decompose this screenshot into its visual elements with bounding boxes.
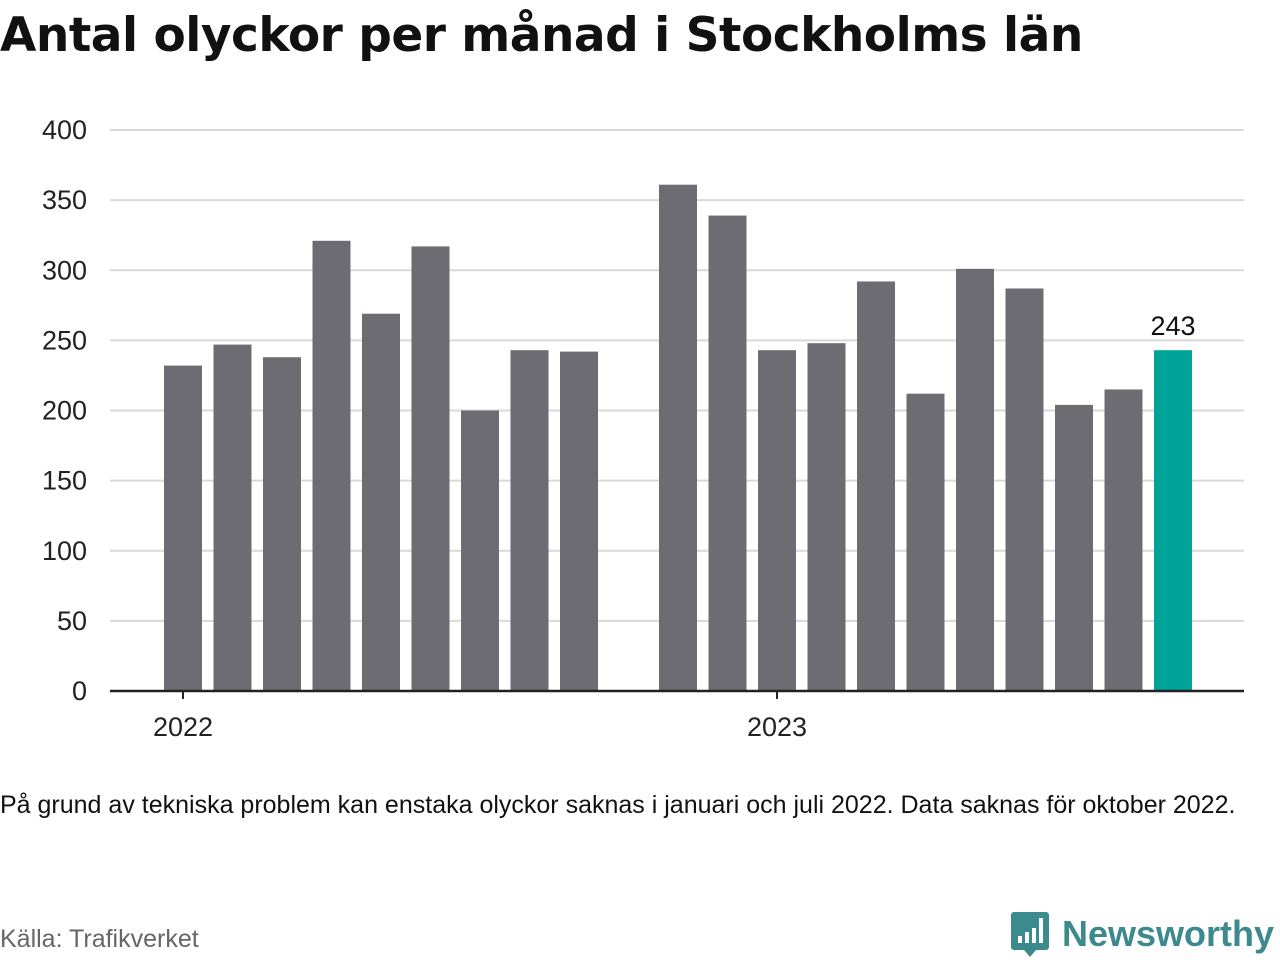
y-tick-label: 250: [42, 325, 87, 355]
x-tick-label: 2022: [153, 712, 213, 742]
y-tick-label: 150: [42, 466, 87, 496]
bar: [213, 344, 252, 691]
y-tick-label: 350: [42, 185, 87, 215]
bar: [263, 357, 301, 691]
bar: [411, 246, 450, 691]
y-tick-label: 100: [42, 536, 87, 566]
y-tick-label: 400: [42, 115, 87, 145]
y-tick-label: 50: [57, 606, 87, 636]
bar: [1104, 389, 1143, 691]
bar: [461, 410, 499, 691]
highlight-bar: [1154, 350, 1192, 691]
bar-chart: 0 50 100 150 200 250 300 350 400 243 2022 2023: [42, 115, 1244, 742]
bar: [560, 351, 598, 691]
x-tick-label: 2023: [747, 712, 807, 742]
y-tick-label: 0: [72, 676, 87, 706]
bar: [708, 215, 747, 691]
brand-name: Newsworthy: [1061, 913, 1274, 954]
bar: [362, 313, 400, 691]
bar: [758, 350, 796, 691]
bar: [1055, 404, 1093, 691]
bar: [510, 350, 549, 691]
bar: [906, 393, 945, 691]
newsworthy-logo: Newsworthy: [1010, 910, 1274, 958]
source-text: Källa: Trafikverket: [0, 925, 199, 953]
bar: [312, 240, 351, 692]
newsworthy-logo-icon: [1010, 912, 1049, 957]
footnote: På grund av tekniska problem kan enstaka…: [0, 791, 1236, 819]
y-tick-label: 200: [42, 396, 87, 426]
bar: [857, 281, 895, 691]
bar: [1005, 288, 1044, 691]
bar: [807, 343, 846, 691]
y-tick-label: 300: [42, 255, 87, 285]
bar: [164, 365, 202, 691]
data-label: 243: [1150, 311, 1195, 341]
bar: [956, 268, 994, 691]
bar: [659, 184, 697, 691]
chart-title: Antal olyckor per månad i Stockholms län: [0, 8, 1083, 63]
